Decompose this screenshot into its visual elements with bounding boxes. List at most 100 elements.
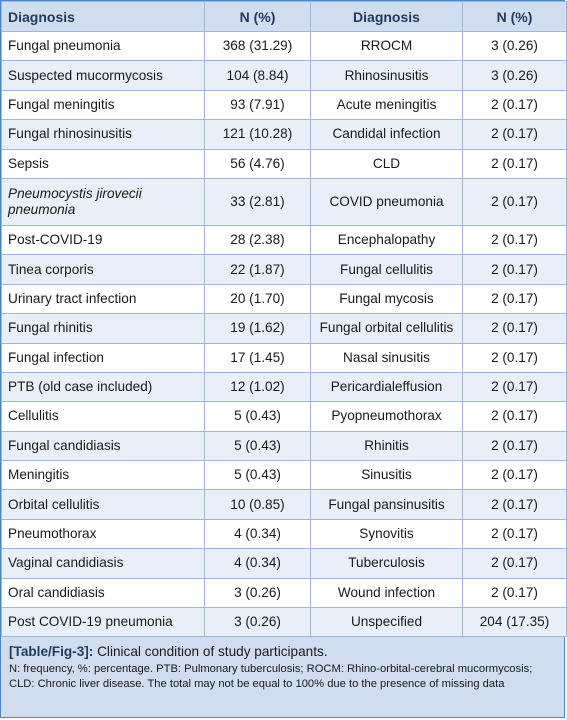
table-row: Vaginal candidiasis 4 (0.34) Tuberculosis 2… xyxy=(1,548,567,579)
table-row: Suspected mucormycosis 104 (8.84) Rhinosin… xyxy=(1,60,567,91)
diagnosis-cell: Urinary tract infection xyxy=(1,283,205,315)
diagnosis-cell: COVID pneumonia xyxy=(310,177,463,226)
header-diagnosis-1: Diagnosis xyxy=(1,1,205,32)
table-row: Tinea corporis 22 (1.87) Fungal cellulitis… xyxy=(1,254,567,285)
diagnosis-cell: Fungal cellulitis xyxy=(310,254,463,285)
diagnosis-cell: Fungal mycosis xyxy=(310,283,463,315)
n-percent-cell: 2 (0.17) xyxy=(462,577,567,609)
table-caption: [Table/Fig-3]: Clinical condition of stu… xyxy=(1,637,564,718)
table-row: Fungal rhinosinusitis 121 (10.28) Candidal… xyxy=(1,119,567,150)
diagnosis-cell: Post-COVID-19 xyxy=(1,224,205,256)
n-percent-cell: 5 (0.43) xyxy=(204,430,311,462)
n-percent-cell: 3 (0.26) xyxy=(462,30,567,62)
diagnosis-cell: Acute meningitis xyxy=(310,89,463,121)
table-row: Post COVID-19 pneumonia 3 (0.26) Unspecifi… xyxy=(1,607,567,638)
diagnosis-cell: Pneumothorax xyxy=(1,518,205,550)
table-row: Fungal infection 17 (1.45) Nasal sinusitis… xyxy=(1,342,567,373)
n-percent-cell: 2 (0.17) xyxy=(462,254,567,285)
diagnosis-cell: Sepsis xyxy=(1,148,205,179)
table-row: Fungal rhinitis 19 (1.62) Fungal orbital c… xyxy=(1,313,567,344)
n-percent-cell: 2 (0.17) xyxy=(462,489,567,520)
n-percent-cell: 2 (0.17) xyxy=(462,313,567,344)
n-percent-cell: 28 (2.38) xyxy=(204,224,311,256)
diagnosis-table: Diagnosis N (%) Diagnosis N (%) Fungal p… xyxy=(1,1,567,638)
caption-title: Clinical condition of study participants… xyxy=(97,644,328,660)
n-percent-cell: 104 (8.84) xyxy=(204,60,311,91)
n-percent-cell: 204 (17.35) xyxy=(462,607,567,638)
diagnosis-cell: PTB (old case included) xyxy=(1,371,205,403)
diagnosis-cell: Meningitis xyxy=(1,460,205,491)
diagnosis-cell: Pyopneumothorax xyxy=(310,401,463,432)
table-row: Fungal meningitis 93 (7.91) Acute meningit… xyxy=(1,89,567,121)
n-percent-cell: 2 (0.17) xyxy=(462,177,567,226)
n-percent-cell: 2 (0.17) xyxy=(462,401,567,432)
diagnosis-cell: Fungal rhinitis xyxy=(1,313,205,344)
n-percent-cell: 93 (7.91) xyxy=(204,89,311,121)
diagnosis-cell: Rhinitis xyxy=(310,430,463,462)
n-percent-cell: 4 (0.34) xyxy=(204,518,311,550)
diagnosis-cell: Orbital cellulitis xyxy=(1,489,205,520)
header-n-percent-2: N (%) xyxy=(462,1,567,32)
n-percent-cell: 12 (1.02) xyxy=(204,371,311,403)
diagnosis-cell: Synovitis xyxy=(310,518,463,550)
header-diagnosis-2: Diagnosis xyxy=(310,1,463,32)
diagnosis-cell: Fungal pneumonia xyxy=(1,30,205,62)
diagnosis-cell: Suspected mucormycosis xyxy=(1,60,205,91)
diagnosis-cell: Fungal orbital cellulitis xyxy=(310,313,463,344)
table-row: Orbital cellulitis 10 (0.85) Fungal pansin… xyxy=(1,489,567,520)
n-percent-cell: 10 (0.85) xyxy=(204,489,311,520)
caption-line: [Table/Fig-3]: Clinical condition of stu… xyxy=(9,643,556,660)
diagnosis-cell: Vaginal candidiasis xyxy=(1,548,205,579)
caption-label: [Table/Fig-3]: xyxy=(9,644,94,660)
n-percent-cell: 2 (0.17) xyxy=(462,148,567,179)
table-row: Fungal candidiasis 5 (0.43) Rhinitis 2 (0.1… xyxy=(1,430,567,462)
table-row: Sepsis 56 (4.76) CLD 2 (0.17) xyxy=(1,148,567,179)
table-row: Oral candidiasis 3 (0.26) Wound infection 2… xyxy=(1,577,567,609)
n-percent-cell: 5 (0.43) xyxy=(204,401,311,432)
diagnosis-cell: RROCM xyxy=(310,30,463,62)
n-percent-cell: 19 (1.62) xyxy=(204,313,311,344)
diagnosis-cell: Fungal pansinusitis xyxy=(310,489,463,520)
n-percent-cell: 2 (0.17) xyxy=(462,548,567,579)
n-percent-cell: 2 (0.17) xyxy=(462,342,567,373)
n-percent-cell: 3 (0.26) xyxy=(462,60,567,91)
n-percent-cell: 33 (2.81) xyxy=(204,177,311,226)
table-row: Pneumothorax 4 (0.34) Synovitis 2 (0.17) xyxy=(1,518,567,550)
n-percent-cell: 4 (0.34) xyxy=(204,548,311,579)
diagnosis-cell: Unspecified xyxy=(310,607,463,638)
diagnosis-cell: Nasal sinusitis xyxy=(310,342,463,373)
n-percent-cell: 2 (0.17) xyxy=(462,89,567,121)
diagnosis-cell: Sinusitis xyxy=(310,460,463,491)
diagnosis-cell: Tuberculosis xyxy=(310,548,463,579)
table-row: Urinary tract infection 20 (1.70) Fungal m… xyxy=(1,283,567,315)
n-percent-cell: 2 (0.17) xyxy=(462,460,567,491)
n-percent-cell: 56 (4.76) xyxy=(204,148,311,179)
n-percent-cell: 2 (0.17) xyxy=(462,119,567,150)
table-row: Meningitis 5 (0.43) Sinusitis 2 (0.17) xyxy=(1,460,567,491)
diagnosis-cell: Oral candidiasis xyxy=(1,577,205,609)
diagnosis-cell: Cellulitis xyxy=(1,401,205,432)
diagnosis-cell: Pneumocystis jirovecii pneumonia xyxy=(1,177,205,226)
caption-note: N: frequency, %: percentage. PTB: Pulmon… xyxy=(9,663,533,691)
diagnosis-cell: Post COVID-19 pneumonia xyxy=(1,607,205,638)
n-percent-cell: 5 (0.43) xyxy=(204,460,311,491)
n-percent-cell: 2 (0.17) xyxy=(462,283,567,315)
diagnosis-cell: Tinea corporis xyxy=(1,254,205,285)
diagnosis-cell: Fungal candidiasis xyxy=(1,430,205,462)
diagnosis-cell: Fungal rhinosinusitis xyxy=(1,119,205,150)
diagnosis-cell: Rhinosinusitis xyxy=(310,60,463,91)
diagnosis-cell: Fungal infection xyxy=(1,342,205,373)
table-row: Pneumocystis jirovecii pneumonia 33 (2.81… xyxy=(1,177,567,226)
table-row: Fungal pneumonia 368 (31.29) RROCM 3 (0.26) xyxy=(1,30,567,62)
table-row: Post-COVID-19 28 (2.38) Encephalopathy 2 (0… xyxy=(1,224,567,256)
table-row: PTB (old case included) 12 (1.02) Pericard… xyxy=(1,371,567,403)
n-percent-cell: 368 (31.29) xyxy=(204,30,311,62)
diagnosis-cell: Wound infection xyxy=(310,577,463,609)
diagnosis-cell: Encephalopathy xyxy=(310,224,463,256)
n-percent-cell: 2 (0.17) xyxy=(462,518,567,550)
diagnosis-cell: CLD xyxy=(310,148,463,179)
n-percent-cell: 3 (0.26) xyxy=(204,577,311,609)
n-percent-cell: 22 (1.87) xyxy=(204,254,311,285)
n-percent-cell: 17 (1.45) xyxy=(204,342,311,373)
